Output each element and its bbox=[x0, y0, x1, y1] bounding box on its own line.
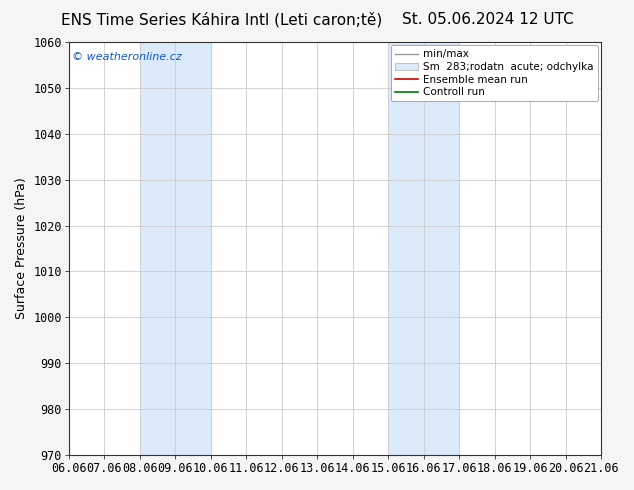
Text: St. 05.06.2024 12 UTC: St. 05.06.2024 12 UTC bbox=[403, 12, 574, 27]
Legend: min/max, Sm  283;rodatn  acute; odchylka, Ensemble mean run, Controll run: min/max, Sm 283;rodatn acute; odchylka, … bbox=[391, 45, 598, 101]
Bar bbox=[388, 42, 459, 455]
Bar bbox=[140, 42, 211, 455]
Text: © weatheronline.cz: © weatheronline.cz bbox=[72, 52, 181, 62]
Text: ENS Time Series Káhira Intl (Leti caron;tě): ENS Time Series Káhira Intl (Leti caron;… bbox=[61, 12, 382, 28]
Y-axis label: Surface Pressure (hPa): Surface Pressure (hPa) bbox=[15, 178, 28, 319]
